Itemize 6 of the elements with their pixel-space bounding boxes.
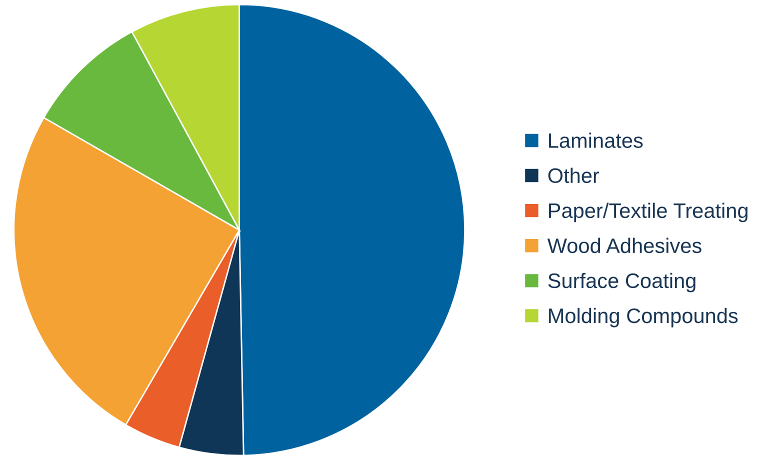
legend-label: Molding Compounds <box>549 308 738 328</box>
legend-label: Laminates <box>549 132 643 148</box>
legend-label: Other <box>548 168 600 184</box>
legend-label: Paper/Textile Treating <box>549 202 748 222</box>
legend-label: Surface Coating <box>548 272 696 292</box>
legend-label: Wood Adhesives <box>547 238 702 254</box>
